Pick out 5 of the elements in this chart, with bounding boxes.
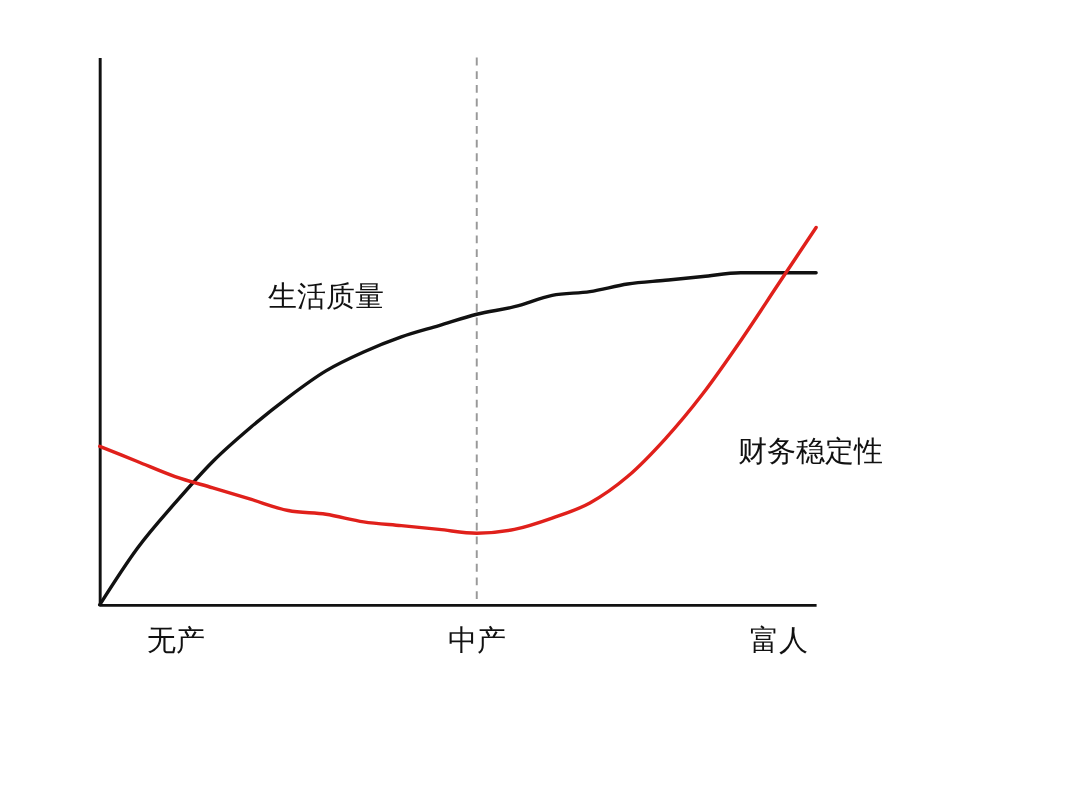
x-tick-label: 富人 [749,623,808,658]
series-label: 生活质量 [267,279,384,314]
series-label: 财务稳定性 [738,433,883,468]
x-tick-label: 无产 [146,623,205,658]
x-tick-label: 中产 [448,623,507,658]
